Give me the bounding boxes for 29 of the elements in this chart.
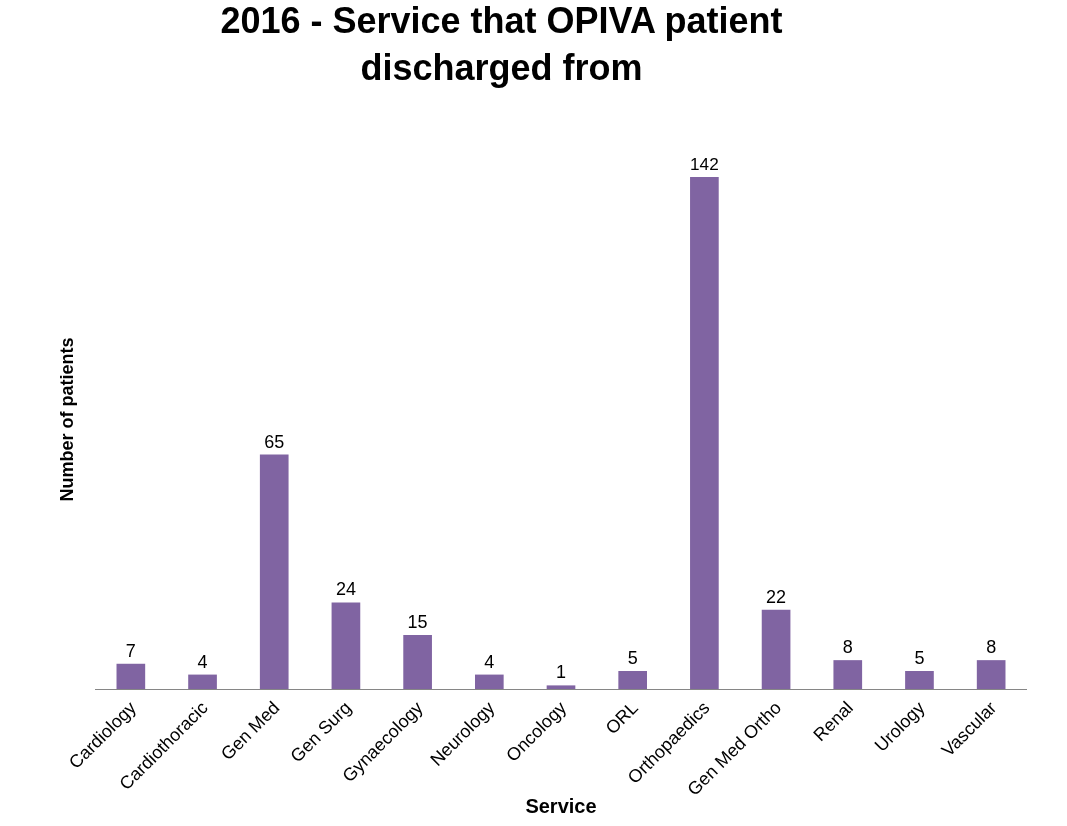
data-label: 4 <box>197 651 208 672</box>
bar <box>474 674 504 689</box>
data-label: 7 <box>125 640 136 661</box>
data-label: 142 <box>690 154 719 175</box>
data-label: 1 <box>555 662 567 683</box>
bar <box>618 670 648 689</box>
data-label: 4 <box>484 651 495 672</box>
bar <box>188 674 217 689</box>
data-label: 5 <box>914 647 925 668</box>
bar <box>116 663 146 689</box>
data-label: 24 <box>335 579 356 600</box>
data-label: 8 <box>986 637 997 658</box>
bar <box>761 609 791 689</box>
bar <box>833 660 863 689</box>
bar <box>259 454 289 689</box>
data-label: 8 <box>842 637 853 658</box>
chart-title: 2016 - Service that OPIVA patient discharged from <box>220 0 783 88</box>
y-axis-title: Number of patients <box>57 337 78 502</box>
data-label: 22 <box>766 586 787 607</box>
data-label: 15 <box>407 611 428 632</box>
x-axis-title: Service <box>525 795 597 818</box>
bar <box>690 176 719 689</box>
bar <box>905 670 934 689</box>
data-label: 5 <box>627 647 638 668</box>
bar <box>403 634 432 689</box>
bar <box>976 660 1006 689</box>
bar <box>331 602 361 689</box>
bar <box>546 685 576 689</box>
data-label: 65 <box>264 431 285 452</box>
